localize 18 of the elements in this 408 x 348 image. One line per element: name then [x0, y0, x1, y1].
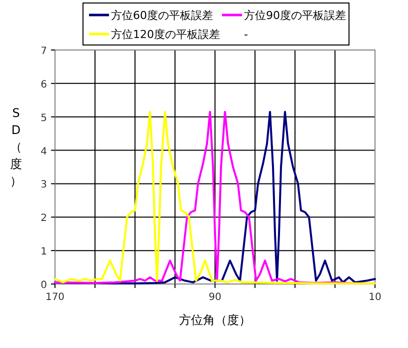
legend-label: 方位60度の平板誤差: [111, 9, 213, 22]
y-tick-label: 3: [40, 180, 47, 191]
y-tick-label: 7: [40, 46, 47, 57]
y-tick-label: 2: [40, 213, 47, 224]
y-tick-label: 1: [40, 246, 47, 258]
text: -: [244, 28, 248, 41]
x-axis-title: 方位角（度）: [179, 313, 251, 327]
legend-label: 方位120度の平板誤差: [111, 28, 220, 41]
y-tick-label: 4: [40, 146, 47, 158]
line-series: [54, 110, 376, 284]
y-tick-label: 5: [40, 112, 47, 124]
legend-label: 方位90度の平板誤差: [244, 9, 346, 22]
y-axis-title: SD（度）: [10, 106, 22, 188]
y-tick-label: 6: [40, 79, 47, 90]
x-tick-label: 90: [208, 292, 222, 303]
x-tick-label: 10: [368, 292, 382, 303]
y-tick-label: 0: [40, 280, 47, 291]
x-tick-label: 170: [45, 292, 65, 303]
